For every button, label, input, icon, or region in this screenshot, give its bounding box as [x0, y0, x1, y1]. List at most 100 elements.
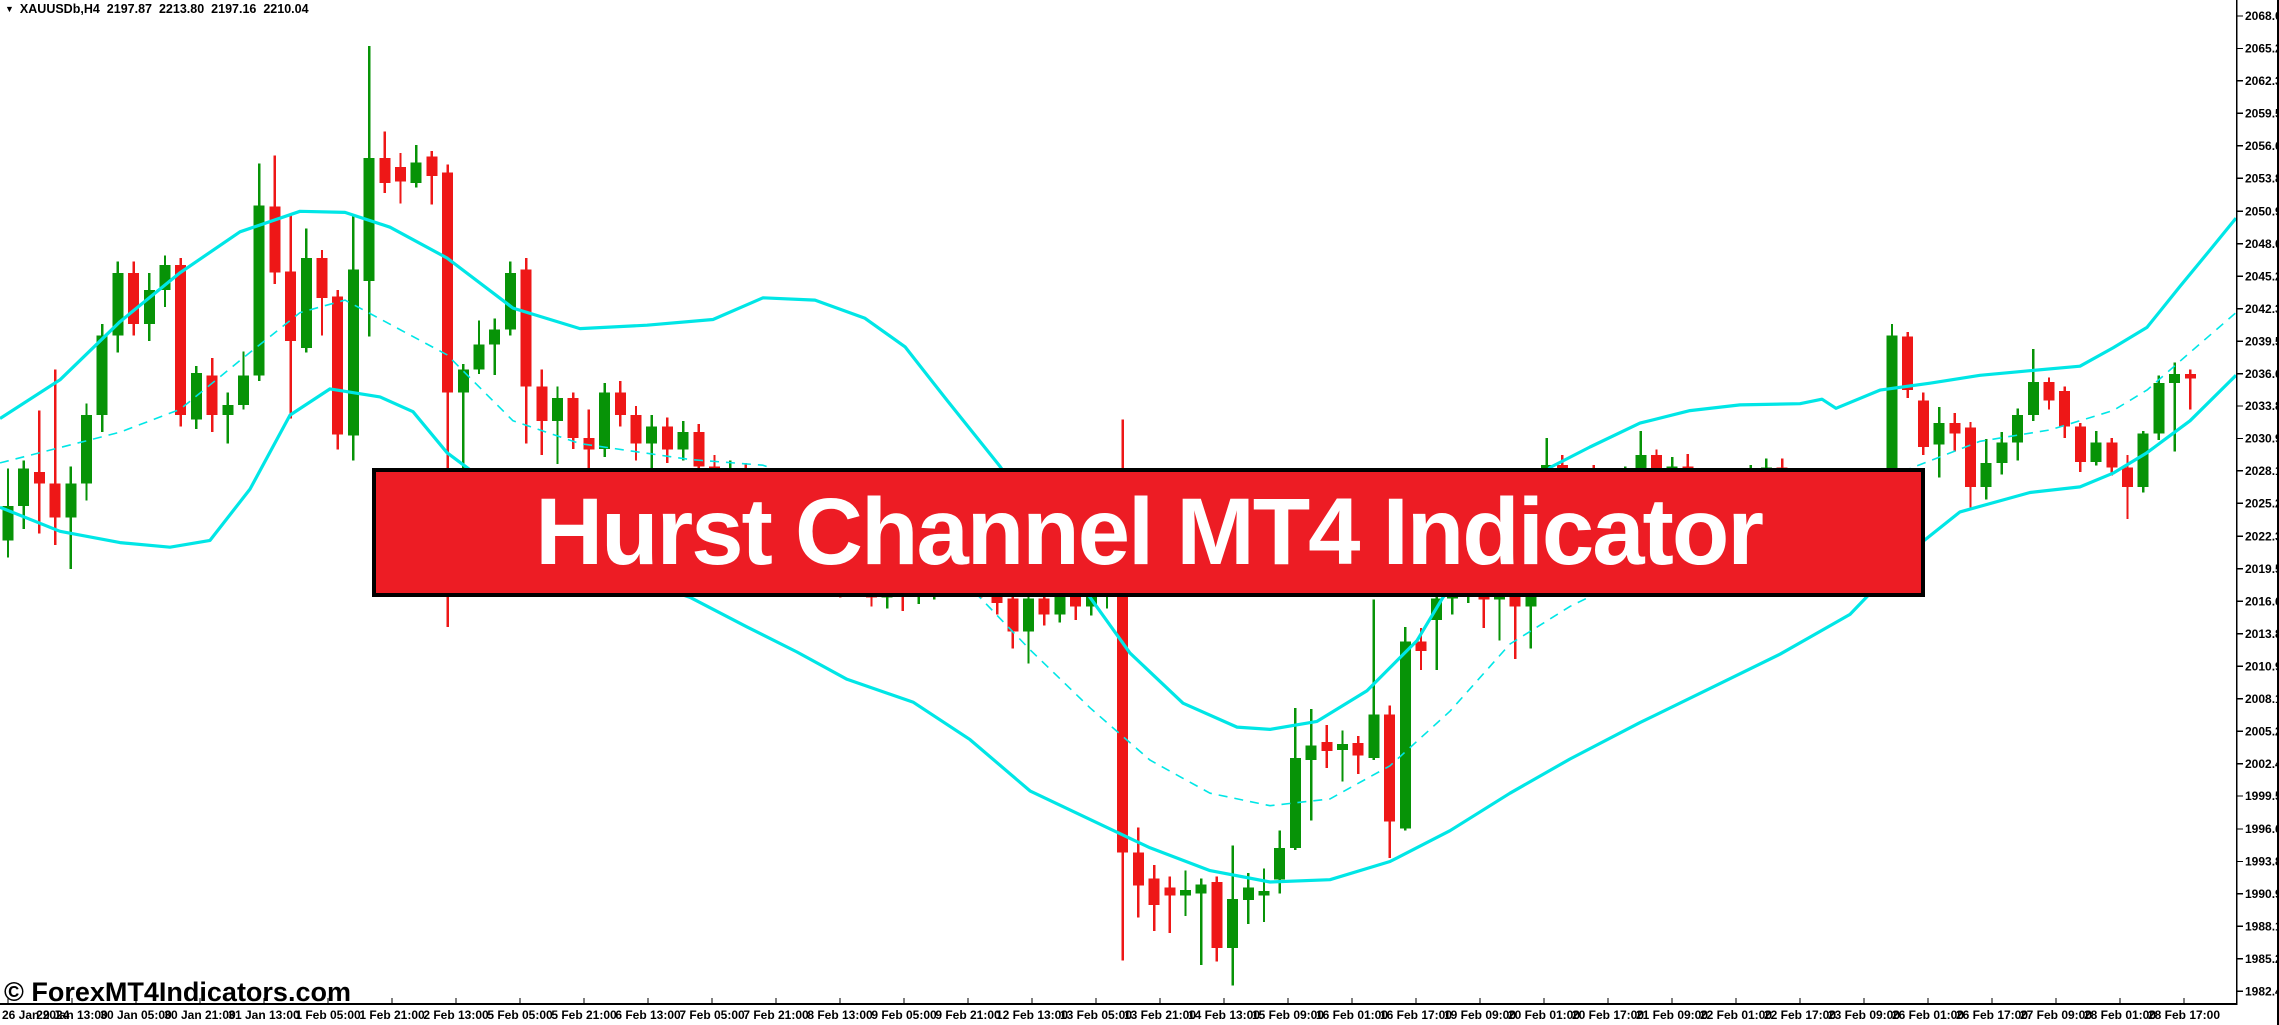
price-axis-tick: [2236, 47, 2243, 50]
bear-candle-body: [2043, 382, 2055, 401]
bear-candle-body: [1321, 741, 1333, 751]
bull-candle-body: [1399, 641, 1411, 829]
bear-candle-body: [1415, 641, 1427, 651]
time-axis-label: 21 Feb 09:00: [1636, 1008, 1708, 1022]
price-axis-label: 2019.50: [2245, 562, 2279, 576]
bear-candle-body: [1949, 423, 1961, 434]
time-axis-tick: [1287, 998, 1289, 1003]
bull-candle-body: [300, 258, 312, 348]
bear-candle-body: [693, 432, 705, 467]
bull-candle-body: [1886, 335, 1898, 477]
bear-candle-body: [567, 398, 579, 438]
bull-candle-body: [410, 162, 422, 183]
price-axis-label: 2062.35: [2245, 74, 2279, 88]
time-axis-label: 30 Jan 21:00: [164, 1008, 236, 1022]
time-axis-tick: [1671, 998, 1673, 1003]
bull-candle-body: [18, 468, 30, 507]
price-axis-tick: [2236, 893, 2243, 895]
symbol-dropdown-icon[interactable]: ▼: [5, 4, 14, 14]
time-axis-tick: [903, 998, 905, 1003]
bull-candle-body: [81, 415, 92, 484]
time-axis-tick: [1607, 998, 1609, 1003]
price-axis-tick: [2236, 795, 2243, 797]
price-axis-tick: [2236, 828, 2243, 830]
price-axis-tick: [2236, 145, 2243, 147]
time-axis-label: 8 Feb 13:00: [807, 1008, 873, 1022]
time-axis-tick: [1543, 998, 1545, 1003]
candle-wick: [446, 164, 449, 627]
time-axis-tick: [2183, 998, 2185, 1003]
time-axis-tick: [1479, 998, 1481, 1003]
price-axis-label: 2056.65: [2245, 139, 2279, 153]
bull-candle-body: [1337, 744, 1348, 750]
bear-candle-body: [1007, 598, 1019, 632]
bull-candle-body: [599, 392, 611, 450]
time-axis-tick: [135, 998, 137, 1003]
candle-wick: [1498, 568, 1501, 641]
time-axis-label: 23 Feb 09:00: [1828, 1008, 1900, 1022]
time-axis-label: 6 Feb 13:00: [615, 1008, 681, 1022]
bull-candle-body: [1054, 591, 1066, 615]
candle-wick: [462, 363, 465, 470]
bull-candle-body: [2090, 442, 2102, 462]
bear-candle-body: [2184, 374, 2196, 379]
price-axis-tick: [2236, 15, 2243, 17]
price-axis-label: 2030.95: [2245, 432, 2279, 446]
price-axis-tick: [2236, 502, 2243, 505]
candle-wick: [493, 318, 496, 376]
time-axis-tick: [455, 998, 457, 1003]
price-axis-tick: [2236, 177, 2243, 179]
time-axis-label: 13 Feb 05:00: [1060, 1008, 1132, 1022]
banner-title: Hurst Channel MT4 Indicator: [535, 479, 1764, 585]
price-axis-label: 2033.80: [2245, 399, 2279, 413]
price-axis-label: 1982.40: [2245, 985, 2279, 999]
price-axis-tick: [2236, 243, 2243, 245]
time-axis-tick: [519, 998, 521, 1003]
time-axis-tick: [1863, 998, 1865, 1003]
candle-wick: [1435, 591, 1438, 671]
bear-candle-body: [269, 206, 281, 273]
time-axis-tick: [1927, 998, 1929, 1003]
time-axis-tick: [1223, 998, 1225, 1003]
bull-candle-body: [1305, 745, 1317, 761]
bear-candle-body: [2074, 426, 2086, 462]
time-axis-label: 16 Feb 17:00: [1380, 1008, 1452, 1022]
time-axis-tick: [1095, 998, 1097, 1003]
price-axis-tick: [2236, 633, 2243, 635]
time-axis-tick: [327, 998, 329, 1003]
bull-candle-body: [473, 344, 485, 370]
bull-candle-body: [222, 404, 234, 416]
time-axis-tick: [839, 998, 841, 1003]
bear-candle-body: [1917, 400, 1929, 447]
time-axis-tick: [1415, 998, 1417, 1003]
candle-wick: [69, 466, 72, 569]
price-axis-label: 1999.55: [2245, 789, 2279, 803]
bear-candle-body: [1148, 878, 1160, 905]
bear-candle-body: [2059, 391, 2071, 427]
price-axis-tick: [2236, 405, 2243, 407]
bear-candle-body: [1902, 336, 1914, 390]
quote-low: 2197.16: [211, 2, 257, 16]
time-axis-tick: [7, 998, 9, 1003]
bear-candle-body: [1132, 852, 1144, 886]
candle-wick: [1168, 876, 1171, 934]
bear-candle-body: [175, 264, 187, 416]
price-axis-label: 2039.50: [2245, 334, 2279, 348]
time-axis-label: 1 Feb 21:00: [359, 1008, 425, 1022]
time-axis-tick: [1031, 998, 1033, 1003]
price-axis-label: 2053.80: [2245, 172, 2279, 186]
bear-candle-body: [1965, 427, 1976, 487]
time-axis-label: 22 Feb 17:00: [1764, 1008, 1836, 1022]
bull-candle-body: [238, 375, 249, 405]
price-axis-label: 2048.05: [2245, 237, 2279, 251]
time-axis-tick: [199, 998, 201, 1003]
bull-candle-body: [1180, 890, 1191, 896]
time-axis-label: 28 Feb 17:00: [2148, 1008, 2220, 1022]
time-axis-label: 22 Feb 01:00: [1700, 1008, 1772, 1022]
bear-candle-body: [2122, 467, 2133, 487]
time-axis-label: 9 Feb 21:00: [935, 1008, 1001, 1022]
time-axis-label: 20 Feb 17:00: [1572, 1008, 1644, 1022]
bear-candle-body: [1038, 598, 1050, 615]
bull-candle-body: [2027, 382, 2039, 416]
